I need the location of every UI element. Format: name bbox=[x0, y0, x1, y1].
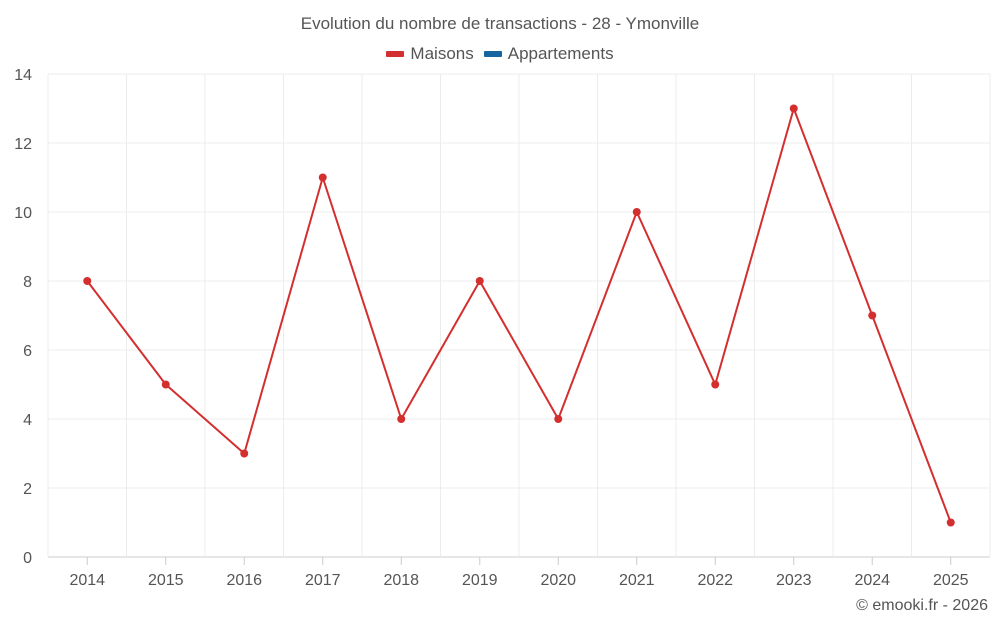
x-tick-label: 2019 bbox=[462, 572, 498, 589]
x-tick-label: 2025 bbox=[933, 572, 969, 589]
legend-item-maisons[interactable]: Maisons bbox=[386, 44, 474, 64]
data-point bbox=[946, 518, 955, 527]
data-point bbox=[161, 380, 170, 389]
legend-swatch-appartements bbox=[483, 51, 502, 57]
y-tick-label: 14 bbox=[14, 67, 32, 84]
data-point bbox=[868, 311, 877, 320]
x-tick-label: 2021 bbox=[619, 572, 655, 589]
legend-item-appartements[interactable]: Appartements bbox=[483, 44, 614, 64]
chart-title: Evolution du nombre de transactions - 28… bbox=[300, 14, 700, 33]
credit-text: © emooki.fr - 2026 bbox=[856, 597, 988, 614]
x-tick-label: 2015 bbox=[148, 572, 184, 589]
data-point bbox=[554, 415, 563, 423]
y-tick-label: 6 bbox=[23, 343, 32, 360]
y-tick-label: 10 bbox=[14, 205, 32, 222]
x-tick-label: 2022 bbox=[697, 572, 733, 589]
x-tick-label: 2023 bbox=[776, 572, 812, 589]
y-tick-label: 0 bbox=[23, 550, 32, 567]
x-tick-label: 2018 bbox=[383, 572, 419, 589]
data-point bbox=[240, 449, 249, 458]
x-tick-label: 2024 bbox=[854, 572, 890, 589]
data-point bbox=[475, 277, 484, 285]
legend-label-appartements: Appartements bbox=[507, 44, 614, 63]
data-point bbox=[632, 208, 641, 216]
data-point bbox=[83, 277, 92, 285]
series-line-maisons bbox=[86, 107, 952, 523]
y-tick-label: 12 bbox=[14, 136, 32, 153]
y-tick-label: 8 bbox=[23, 274, 32, 291]
data-point bbox=[711, 380, 720, 389]
data-point bbox=[318, 173, 327, 182]
legend-swatch-maisons bbox=[386, 51, 405, 57]
legend: Maisons Appartements bbox=[0, 44, 1000, 64]
data-point bbox=[397, 415, 406, 423]
x-tick-label: 2017 bbox=[305, 572, 341, 589]
x-tick-label: 2020 bbox=[540, 572, 576, 589]
data-point bbox=[789, 104, 798, 113]
legend-label-maisons: Maisons bbox=[410, 44, 474, 63]
x-tick-label: 2016 bbox=[226, 572, 262, 589]
y-tick-label: 2 bbox=[23, 481, 32, 498]
y-tick-label: 4 bbox=[23, 412, 32, 429]
x-tick-label: 2014 bbox=[69, 572, 105, 589]
